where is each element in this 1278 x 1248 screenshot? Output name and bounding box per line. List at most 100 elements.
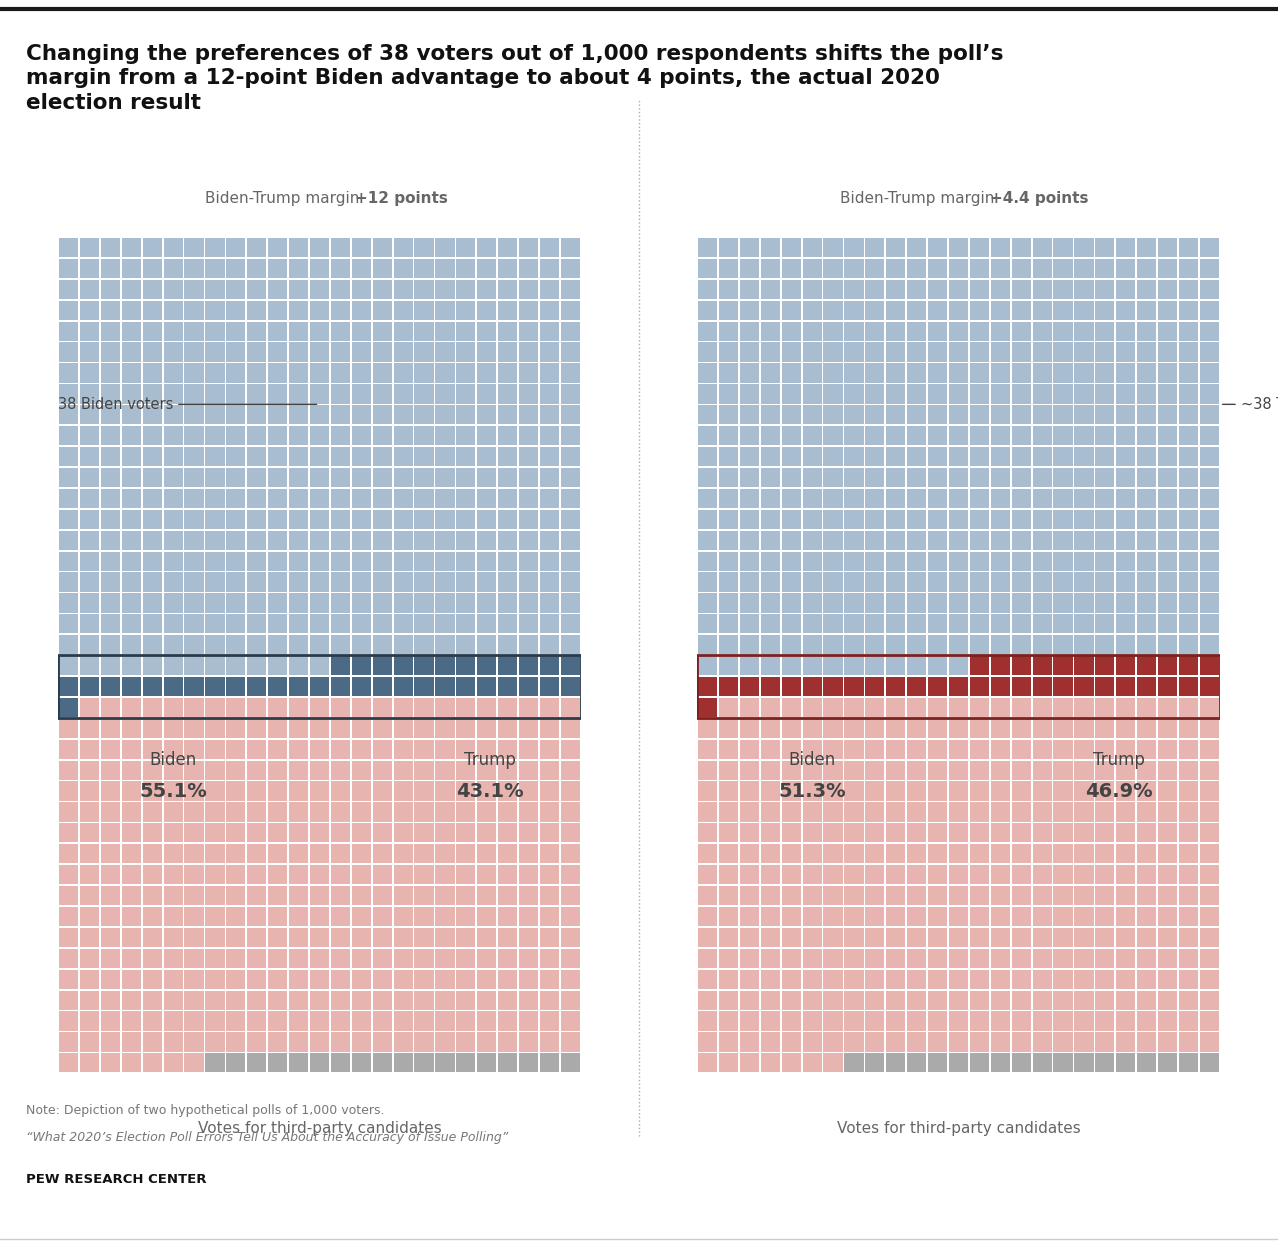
Bar — [101, 719, 120, 738]
Bar — [1033, 593, 1052, 613]
Bar — [1012, 258, 1031, 278]
Bar — [698, 970, 717, 988]
Bar — [740, 719, 759, 738]
Bar — [184, 593, 203, 613]
Bar — [498, 865, 518, 885]
Bar — [1012, 948, 1031, 968]
Bar — [948, 740, 969, 759]
Bar — [1158, 844, 1177, 864]
Bar — [760, 322, 780, 341]
Bar — [226, 552, 245, 570]
Bar — [164, 573, 183, 592]
Bar — [289, 656, 308, 675]
Bar — [414, 509, 433, 529]
Bar — [886, 740, 905, 759]
Bar — [1012, 301, 1031, 319]
Bar — [948, 468, 969, 487]
Bar — [1012, 1053, 1031, 1072]
Bar — [865, 927, 884, 947]
Bar — [539, 886, 558, 905]
Bar — [101, 593, 120, 613]
Bar — [539, 948, 558, 968]
Bar — [268, 1053, 288, 1072]
Bar — [803, 865, 822, 885]
Bar — [845, 509, 864, 529]
Bar — [1116, 280, 1135, 300]
Bar — [309, 573, 330, 592]
Bar — [1200, 509, 1219, 529]
Bar — [539, 927, 558, 947]
Bar — [561, 1053, 580, 1072]
Bar — [782, 384, 801, 403]
Bar — [698, 676, 717, 696]
Bar — [59, 824, 78, 842]
Bar — [373, 1053, 392, 1072]
Bar — [414, 991, 433, 1010]
Bar — [1116, 948, 1135, 968]
Bar — [206, 1032, 225, 1052]
Bar — [184, 948, 203, 968]
Bar — [948, 802, 969, 821]
Bar — [990, 991, 1010, 1010]
Bar — [760, 886, 780, 905]
Bar — [1095, 280, 1114, 300]
Bar — [948, 593, 969, 613]
Bar — [865, 1032, 884, 1052]
Bar — [1095, 886, 1114, 905]
Bar — [226, 698, 245, 718]
Bar — [1012, 322, 1031, 341]
Bar — [247, 948, 266, 968]
Bar — [1075, 1032, 1094, 1052]
Bar — [1095, 991, 1114, 1010]
Bar — [990, 907, 1010, 926]
Bar — [740, 698, 759, 718]
Bar — [1075, 740, 1094, 759]
Bar — [289, 865, 308, 885]
Bar — [414, 781, 433, 801]
Bar — [1116, 781, 1135, 801]
Bar — [519, 781, 538, 801]
Bar — [206, 447, 225, 467]
Bar — [782, 573, 801, 592]
Bar — [698, 384, 717, 403]
Bar — [414, 468, 433, 487]
Bar — [247, 301, 266, 319]
Bar — [456, 824, 475, 842]
Bar — [1095, 363, 1114, 383]
Bar — [990, 886, 1010, 905]
Bar — [845, 322, 864, 341]
Bar — [268, 509, 288, 529]
Bar — [740, 991, 759, 1010]
Bar — [698, 1053, 717, 1072]
Bar — [184, 573, 203, 592]
Bar — [498, 322, 518, 341]
Bar — [143, 238, 162, 257]
Bar — [760, 238, 780, 257]
Bar — [59, 781, 78, 801]
Bar — [990, 384, 1010, 403]
Bar — [928, 948, 947, 968]
Bar — [1075, 301, 1094, 319]
Bar — [907, 342, 927, 362]
Bar — [164, 614, 183, 634]
Bar — [519, 698, 538, 718]
Bar — [436, 948, 455, 968]
Bar — [59, 927, 78, 947]
Bar — [720, 406, 739, 424]
Bar — [990, 238, 1010, 257]
Bar — [1012, 406, 1031, 424]
Bar — [561, 948, 580, 968]
Bar — [1075, 970, 1094, 988]
Bar — [561, 530, 580, 550]
Bar — [928, 593, 947, 613]
Bar — [309, 886, 330, 905]
Bar — [1053, 824, 1072, 842]
Bar — [394, 342, 413, 362]
Bar — [845, 238, 864, 257]
Bar — [1075, 865, 1094, 885]
Bar — [823, 886, 842, 905]
Bar — [970, 844, 989, 864]
Bar — [1116, 927, 1135, 947]
Bar — [886, 886, 905, 905]
Bar — [477, 802, 496, 821]
